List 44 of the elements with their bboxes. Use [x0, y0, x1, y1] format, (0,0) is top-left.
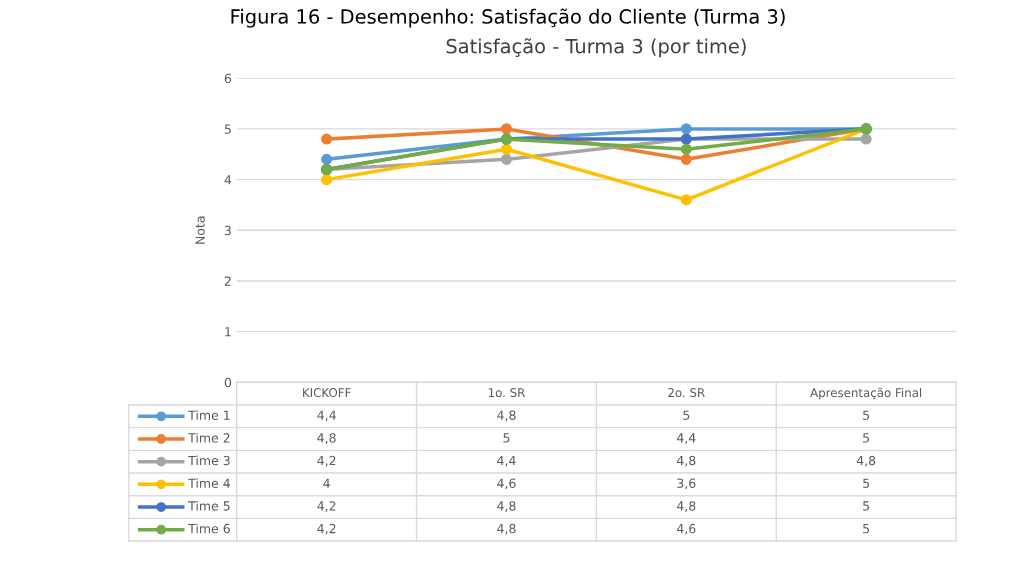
data-label: 4,8	[497, 523, 516, 535]
x-tick-label: 2o. SR	[668, 388, 705, 398]
data-label: 4,8	[497, 501, 516, 512]
legend-label: Time 1	[188, 410, 230, 420]
data-label: 4,8	[856, 455, 876, 467]
legend-label: Time 2	[188, 432, 230, 443]
data-label: 4,4	[676, 433, 696, 444]
y-tick-label: 6	[224, 73, 232, 84]
data-label: 5	[863, 478, 870, 488]
data-label: 5	[863, 433, 870, 443]
y-tick-label: 2	[224, 276, 231, 286]
data-label: 4,2	[317, 523, 336, 535]
y-tick-label: 4	[224, 175, 232, 185]
data-label: 4,8	[317, 433, 336, 444]
text: Figura 16 - Desempenho: Satisfação do Cliente (Turma 3)	[231, 8, 785, 28]
data-label: 4,8	[676, 455, 696, 467]
data-label: 4,4	[497, 456, 516, 467]
y-tick-label: 0	[224, 377, 232, 388]
legend-label: Time 4	[188, 478, 230, 488]
data-label: 5	[503, 433, 510, 443]
data-label: 4	[323, 478, 330, 488]
data-label: 4,8	[676, 501, 696, 512]
data-label: 4,6	[676, 523, 696, 535]
data-label: 4,2	[317, 455, 336, 467]
data-label: 5	[683, 410, 690, 420]
data-label: 4,2	[317, 501, 336, 512]
legend-label: Time 3	[188, 455, 230, 466]
y-tick-label: 1	[225, 327, 231, 337]
legend-label: Time 6	[188, 523, 230, 534]
data-label: 5	[863, 501, 870, 511]
data-label: 5	[863, 524, 870, 534]
data-label: 4,6	[497, 478, 516, 490]
y-axis-title: Nota	[195, 216, 205, 244]
y-tick-label: 5	[224, 124, 231, 134]
data-label: 5	[863, 410, 870, 420]
y-tick-label: 3	[224, 225, 231, 236]
data-label: 4,8	[497, 410, 516, 422]
legend-label: Time 5	[188, 500, 230, 511]
data-label: 4,4	[317, 410, 336, 422]
x-tick-label: 1o. SR	[488, 388, 525, 398]
x-tick-label: Apresentação Final	[810, 387, 922, 400]
x-tick-label: KICKOFF	[303, 388, 351, 398]
chart-title: Satisfação - Turma 3 (por time)	[446, 38, 746, 58]
data-label: 3,6	[677, 478, 696, 490]
